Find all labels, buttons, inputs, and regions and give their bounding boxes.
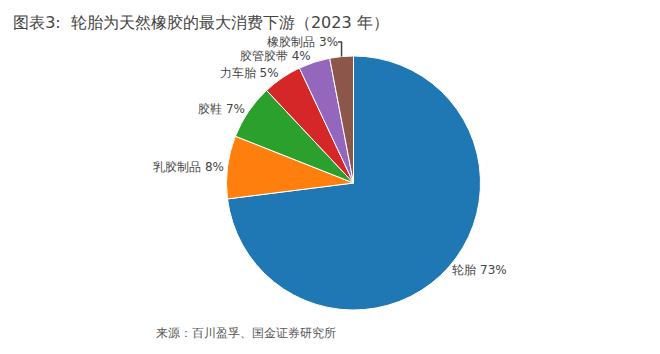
svg-text:来源：百川盈孚、国金证券研究所: 来源：百川盈孚、国金证券研究所 <box>156 326 336 340</box>
svg-text:图表3: 轮胎为天然橡胶的最大消费下游（2023 年）: 图表3: 轮胎为天然橡胶的最大消费下游（2023 年） <box>13 13 389 32</box>
svg-text:乳胶制品 8%: 乳胶制品 8% <box>153 160 224 174</box>
svg-text:胶管胶带 4%: 胶管胶带 4% <box>240 49 311 63</box>
svg-text:轮胎 73%: 轮胎 73% <box>452 263 507 277</box>
svg-text:胶鞋 7%: 胶鞋 7% <box>198 102 245 116</box>
svg-text:橡胶制品 3%: 橡胶制品 3% <box>267 35 338 49</box>
svg-text:力车胎 5%: 力车胎 5% <box>220 66 279 80</box>
